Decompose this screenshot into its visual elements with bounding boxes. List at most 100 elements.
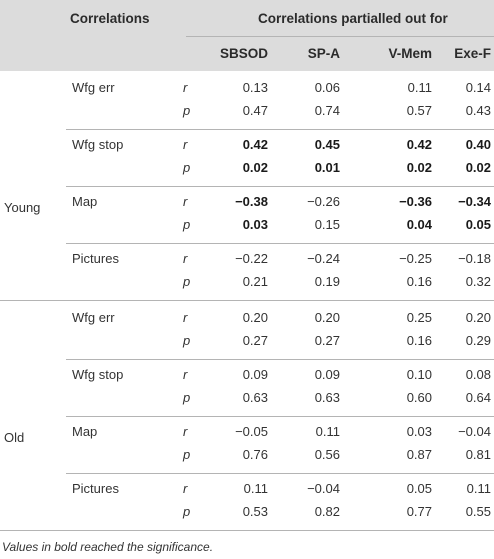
table-bottom-rule [0,530,494,531]
value-cell: 0.11 [243,481,268,496]
value-cell: 0.56 [314,447,340,462]
measure-divider [66,186,494,187]
stat-symbol-r: r [183,80,188,95]
value-cell: 0.81 [465,447,491,462]
col-header-v-mem: V-Mem [388,46,432,61]
value-cell: 0.21 [242,274,268,289]
value-cell: 0.45 [314,137,340,152]
value-cell: 0.82 [314,504,340,519]
measure-name: Wfg stop [72,137,124,152]
measure-divider [66,243,494,244]
value-cell: 0.11 [407,80,432,95]
measure-divider [66,129,494,130]
measure-name: Pictures [72,251,119,266]
stat-symbol-r: r [183,137,188,152]
stat-symbol-p: p [183,333,191,348]
measure-divider [66,359,494,360]
value-cell: 0.16 [406,333,432,348]
value-cell: 0.57 [406,103,432,118]
table-header-background [0,0,494,71]
group-label: Old [4,430,25,445]
measure-name: Pictures [72,481,119,496]
header-partialled: Correlations partialled out for [258,11,448,26]
value-cell: 0.10 [406,367,432,382]
value-cell: 0.03 [406,424,432,439]
value-cell: 0.55 [465,504,491,519]
stat-symbol-r: r [183,194,188,209]
value-cell: −0.34 [458,194,491,209]
value-cell: 0.53 [242,504,268,519]
value-cell: 0.02 [465,160,491,175]
value-cell: −0.26 [307,194,340,209]
value-cell: 0.01 [314,160,340,175]
value-cell: 0.09 [242,367,268,382]
stat-symbol-r: r [183,251,188,266]
value-cell: 0.02 [242,160,268,175]
value-cell: −0.04 [458,424,491,439]
stat-symbol-p: p [183,504,191,519]
value-cell: 0.87 [406,447,432,462]
stat-symbol-p: p [183,160,191,175]
measure-name: Wfg err [72,310,115,325]
stat-symbol-p: p [183,390,191,405]
group-label: Young [4,200,41,215]
measure-divider [66,473,494,474]
value-cell: 0.42 [406,137,432,152]
value-cell: 0.04 [406,217,432,232]
col-header-sp-a: SP-A [307,46,340,61]
value-cell: 0.63 [314,390,340,405]
value-cell: −0.36 [399,194,432,209]
value-cell: 0.25 [406,310,432,325]
value-cell: 0.14 [465,80,491,95]
value-cell: 0.02 [406,160,432,175]
measure-name: Map [72,424,98,439]
value-cell: 0.29 [465,333,491,348]
value-cell: −0.25 [399,251,432,266]
col-header-exe-f: Exe-F [454,46,491,61]
header-correlations: Correlations [70,11,150,26]
measure-name: Map [72,194,98,209]
stat-symbol-p: p [183,217,191,232]
value-cell: −0.38 [235,194,268,209]
value-cell: 0.60 [406,390,432,405]
value-cell: 0.05 [465,217,491,232]
value-cell: 0.08 [465,367,491,382]
value-cell: 0.05 [406,481,432,496]
value-cell: −0.04 [307,481,340,496]
group-divider [0,300,494,301]
stat-symbol-p: p [183,103,191,118]
value-cell: 0.13 [242,80,268,95]
value-cell: 0.06 [314,80,340,95]
value-cell: 0.20 [314,310,340,325]
stat-symbol-r: r [183,367,188,382]
value-cell: 0.64 [465,390,491,405]
measure-name: Wfg stop [72,367,124,382]
value-cell: 0.20 [465,310,491,325]
value-cell: 0.77 [406,504,432,519]
value-cell: 0.40 [465,137,491,152]
footnote: Values in bold reached the significance. [2,540,214,554]
value-cell: 0.03 [242,217,268,232]
value-cell: 0.15 [314,217,340,232]
value-cell: 0.43 [465,103,491,118]
value-cell: 0.76 [242,447,268,462]
value-cell: −0.24 [307,251,340,266]
value-cell: 0.27 [242,333,268,348]
stat-symbol-r: r [183,481,188,496]
value-cell: 0.16 [406,274,432,289]
value-cell: 0.27 [314,333,340,348]
value-cell: 0.47 [242,103,268,118]
stat-symbol-r: r [183,424,188,439]
value-cell: −0.22 [235,251,268,266]
value-cell: 0.32 [465,274,491,289]
value-cell: 0.11 [466,481,491,496]
stat-symbol-r: r [183,310,188,325]
measure-name: Wfg err [72,80,115,95]
value-cell: 0.63 [242,390,268,405]
value-cell: 0.09 [314,367,340,382]
value-cell: −0.05 [235,424,268,439]
value-cell: 0.42 [242,137,268,152]
value-cell: −0.18 [458,251,491,266]
stat-symbol-p: p [183,447,191,462]
